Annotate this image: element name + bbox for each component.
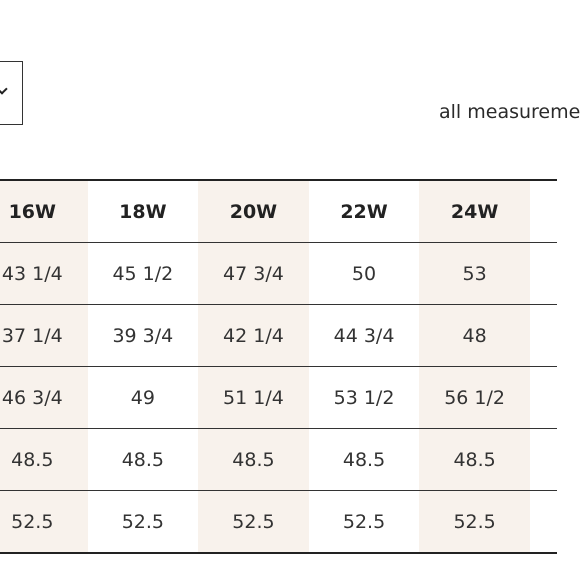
table-header-row: 16W 18W 20W 22W 24W (0, 179, 557, 243)
table-cell-edge (529, 366, 557, 429)
column-header: 18W (87, 179, 199, 243)
table-cell: 48.5 (198, 428, 309, 491)
table-cell: 50 (308, 242, 420, 305)
table-cell: 53 (419, 242, 530, 305)
measurement-note: all measureme (439, 101, 580, 123)
table-cell: 48 (419, 304, 530, 367)
column-header: 16W (0, 179, 88, 243)
table-cell: 52.5 (198, 490, 309, 554)
table-cell: 52.5 (419, 490, 530, 554)
table-row: 37 1/4 39 3/4 42 1/4 44 3/4 48 (0, 304, 557, 367)
table-cell: 46 3/4 (0, 366, 88, 429)
table-cell: 47 3/4 (198, 242, 309, 305)
table-cell: 48.5 (0, 428, 88, 491)
column-header: 20W (198, 179, 309, 243)
table-cell: 49 (87, 366, 199, 429)
table-row: 48.5 48.5 48.5 48.5 48.5 (0, 428, 557, 491)
column-header-edge (529, 179, 557, 243)
table-cell: 37 1/4 (0, 304, 88, 367)
table-cell-edge (529, 304, 557, 367)
table-cell-edge (529, 242, 557, 305)
table-cell: 48.5 (87, 428, 199, 491)
table-cell: 43 1/4 (0, 242, 88, 305)
table-row: 46 3/4 49 51 1/4 53 1/2 56 1/2 (0, 366, 557, 429)
table-cell: 42 1/4 (198, 304, 309, 367)
table-row: 43 1/4 45 1/2 47 3/4 50 53 (0, 242, 557, 305)
table-cell: 45 1/2 (87, 242, 199, 305)
table-cell: 52.5 (0, 490, 88, 554)
table-cell: 52.5 (87, 490, 199, 554)
table-cell: 52.5 (308, 490, 420, 554)
table-cell: 56 1/2 (419, 366, 530, 429)
column-header: 24W (419, 179, 530, 243)
table-cell: 48.5 (419, 428, 530, 491)
table-cell: 39 3/4 (87, 304, 199, 367)
table-cell: 53 1/2 (308, 366, 420, 429)
unit-select-dropdown[interactable] (0, 61, 23, 125)
table-cell: 48.5 (308, 428, 420, 491)
chevron-down-icon (0, 83, 8, 95)
column-header: 22W (308, 179, 420, 243)
table-cell-edge (529, 428, 557, 491)
table-cell: 51 1/4 (198, 366, 309, 429)
table-row: 52.5 52.5 52.5 52.5 52.5 (0, 490, 557, 554)
table-cell: 44 3/4 (308, 304, 420, 367)
size-table: 16W 18W 20W 22W 24W 43 1/4 45 1/2 47 3/4… (0, 179, 557, 554)
table-cell-edge (529, 490, 557, 554)
